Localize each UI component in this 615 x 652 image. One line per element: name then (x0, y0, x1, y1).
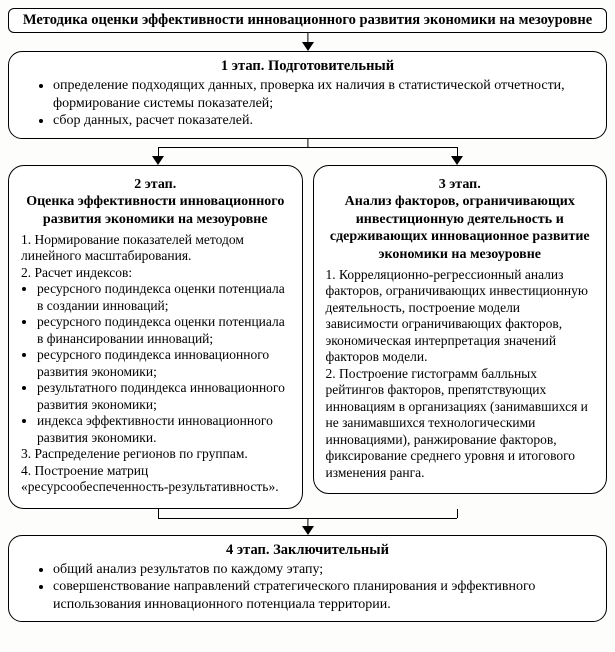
stage1-head: 1 этап. Подготовительный (23, 58, 592, 75)
stage2-bullet: ресурсного подиндекса оценки потенциала … (37, 314, 290, 347)
stage4-bullet: совершенствование направлений стратегиче… (53, 578, 592, 613)
stage2-box: 2 этап. Оценка эффективности инновационн… (8, 165, 303, 509)
stage2-head: 2 этап. Оценка эффективности инновационн… (21, 176, 290, 229)
stage4-box: 4 этап. Заключительный общий анализ резу… (8, 535, 607, 623)
stage3-p1: 1. Корреляционно-регрессионный анализ фа… (326, 267, 595, 366)
stage3-p2: 2. Построение гистограмм балльных рейтин… (326, 366, 595, 481)
stage2-bullet: ресурсного подиндекса оценки потенциала … (37, 281, 290, 314)
stage2-bullet: индекса эффективности инновационного раз… (37, 413, 290, 446)
stage2-head-line1: 2 этап. (134, 177, 176, 192)
stage1-bullet: сбор данных, расчет показателей. (53, 112, 592, 130)
stage3-head-line1: 3 этап. (439, 177, 481, 192)
stage3-head: 3 этап. Анализ факторов, ограничивающих … (326, 176, 595, 264)
title-text: Методика оценки эффективности инновацион… (23, 12, 592, 28)
split-connector (8, 139, 607, 165)
stage1-bullet: определение подходящих данных, проверка … (53, 77, 592, 112)
two-column-row: 2 этап. Оценка эффективности инновационн… (8, 165, 607, 509)
stage2-p2: 2. Расчет индексов: (21, 265, 290, 281)
merge-connector (8, 509, 607, 535)
stage1-box: 1 этап. Подготовительный определение под… (8, 51, 607, 139)
arrow-title-to-stage1 (8, 33, 607, 51)
stage2-bullets: ресурсного подиндекса оценки потенциала … (21, 281, 290, 446)
title-box: Методика оценки эффективности инновацион… (8, 8, 607, 33)
stage4-head: 4 этап. Заключительный (23, 542, 592, 559)
stage2-head-line2: Оценка эффективности инновационного разв… (26, 194, 284, 227)
stage3-box: 3 этап. Анализ факторов, ограничивающих … (313, 165, 608, 495)
stage2-p4: 4. Построение матриц «ресурсообеспеченно… (21, 463, 290, 496)
stage2-bullet: результатного подиндекса инновационного … (37, 380, 290, 413)
stage4-bullet: общий анализ результатов по каждому этап… (53, 561, 592, 579)
stage3-head-line2: Анализ факторов, ограничивающих инвестиц… (330, 194, 590, 262)
stage2-bullet: ресурсного подиндекса инновационного раз… (37, 347, 290, 380)
stage4-bullets: общий анализ результатов по каждому этап… (23, 561, 592, 614)
stage2-p3: 3. Распределение регионов по группам. (21, 446, 290, 462)
stage1-bullets: определение подходящих данных, проверка … (23, 77, 592, 130)
stage2-p1: 1. Нормирование показателей методом лине… (21, 232, 290, 265)
